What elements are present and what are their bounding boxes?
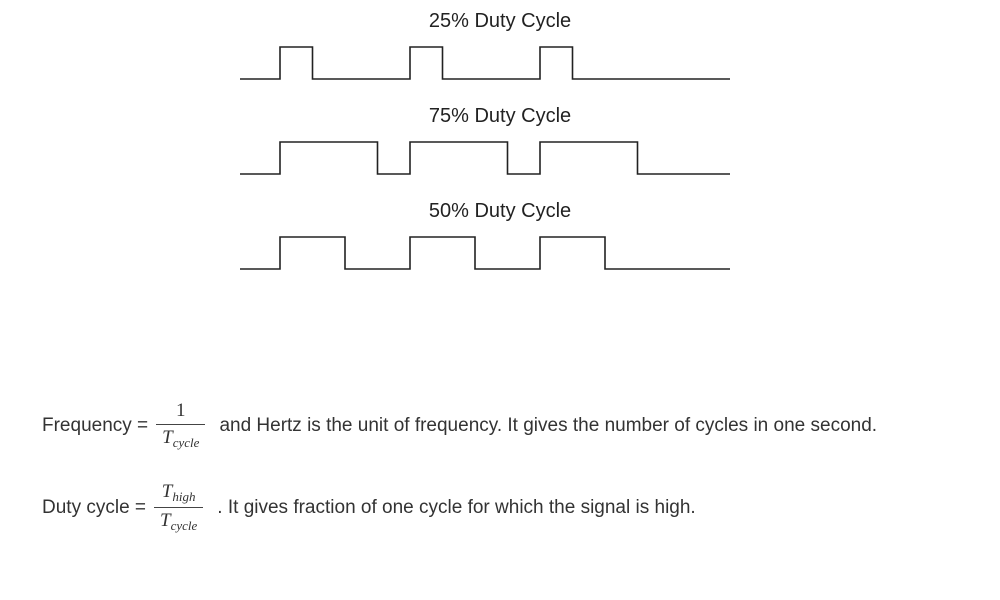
num-symbol: T [162,481,173,502]
dutycycle-fraction: Thigh Tcycle [154,481,203,534]
formula-dutycycle: Duty cycle = Thigh Tcycle . It gives fra… [42,481,962,534]
frequency-description: and Hertz is the unit of frequency. It g… [219,415,877,437]
waveform-svg-25 [240,39,760,87]
waveform-title-25: 25% Duty Cycle [220,10,780,33]
waveform-svg-75 [240,134,760,182]
frequency-fraction: 1 Tcycle [156,400,205,451]
waveform-title-75: 75% Duty Cycle [220,105,780,128]
formulas-section: Frequency = 1 Tcycle and Hertz is the un… [42,400,962,564]
denom-subscript: cycle [173,435,200,450]
waveform-section: 25% Duty Cycle 75% Duty Cycle 50% Duty C… [220,10,780,295]
dutycycle-description: . It gives fraction of one cycle for whi… [217,497,695,519]
formula-frequency: Frequency = 1 Tcycle and Hertz is the un… [42,400,962,451]
dutycycle-denominator: Tcycle [154,510,203,534]
waveform-25: 25% Duty Cycle [220,10,780,87]
waveform-75: 75% Duty Cycle [220,105,780,182]
fraction-bar-icon [154,507,203,508]
frequency-numerator: 1 [156,400,205,422]
denom-subscript: cycle [171,518,198,533]
dutycycle-numerator: Thigh [154,481,203,505]
denom-symbol: T [162,427,173,448]
waveform-50: 50% Duty Cycle [220,200,780,277]
dutycycle-lhs: Duty cycle = [42,497,146,519]
num-subscript: high [172,489,195,504]
denom-symbol: T [160,510,171,531]
frequency-lhs: Frequency = [42,415,148,437]
waveform-svg-50 [240,229,760,277]
waveform-title-50: 50% Duty Cycle [220,200,780,223]
frequency-denominator: Tcycle [156,427,205,451]
fraction-bar-icon [156,424,205,425]
